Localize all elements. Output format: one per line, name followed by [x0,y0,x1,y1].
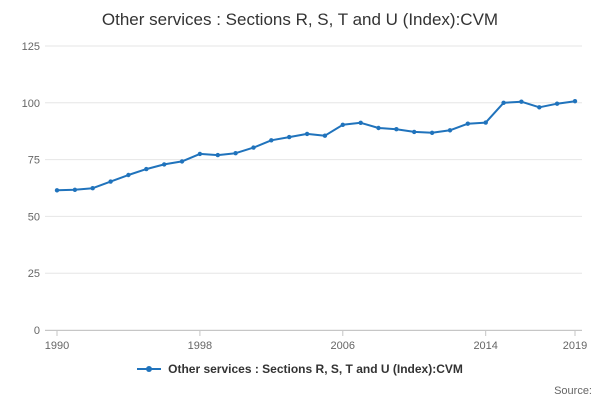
y-axis-tick-label: 75 [28,155,40,167]
legend-label: Other services : Sections R, S, T and U … [168,362,463,376]
data-point-marker [412,129,417,135]
data-point-marker [179,159,185,164]
data-point-marker [144,166,149,172]
x-axis-tick-label: 1998 [188,340,212,352]
data-point-marker [519,99,524,104]
data-point-marker [322,133,328,138]
data-point-marker [554,101,560,106]
chart-title: Other services : Sections R, S, T and U … [101,10,499,29]
data-point-marker [340,122,345,128]
data-point-marker [215,152,220,158]
y-axis-tick-label: 25 [28,268,40,280]
y-axis-tick-label: 0 [34,325,40,337]
data-point-marker [376,125,381,131]
x-axis-tick-label: 2014 [473,340,497,352]
x-axis-tick-label: 1990 [45,340,69,352]
data-point-marker [358,120,363,126]
x-axis-tick-label: 2006 [331,340,355,352]
series-line [56,100,576,192]
y-axis-tick-label: 50 [28,211,40,223]
data-point-marker [90,186,95,191]
y-axis-tick-label: 125 [22,41,40,53]
data-point-marker [54,188,60,193]
data-point-marker [304,131,310,137]
data-point-marker [126,172,131,178]
data-point-marker [429,130,435,135]
data-point-marker [465,121,470,126]
data-point-marker [537,105,542,110]
data-point-marker [572,99,578,104]
data-point-marker [269,138,274,143]
data-point-marker [108,179,113,184]
data-point-marker [394,127,399,132]
data-point-marker [287,134,292,140]
data-point-marker [447,128,453,133]
data-point-marker [197,151,203,157]
legend-line-marker [137,366,162,372]
x-axis-tick-label: 2019 [563,340,587,352]
data-point-marker [483,120,488,125]
legend-item[interactable]: Other services : Sections R, S, T and U … [0,362,600,376]
data-point-marker [162,162,167,167]
source-label: Source: [554,385,592,397]
data-point-marker [72,187,78,192]
data-point-marker [251,145,256,150]
data-point-marker [501,100,506,105]
data-point-marker [233,151,238,156]
line-chart: 0 25 50 75 100 125 1990 1998 2006 2014 2019 [22,41,588,352]
y-axis-tick-label: 100 [22,98,40,110]
